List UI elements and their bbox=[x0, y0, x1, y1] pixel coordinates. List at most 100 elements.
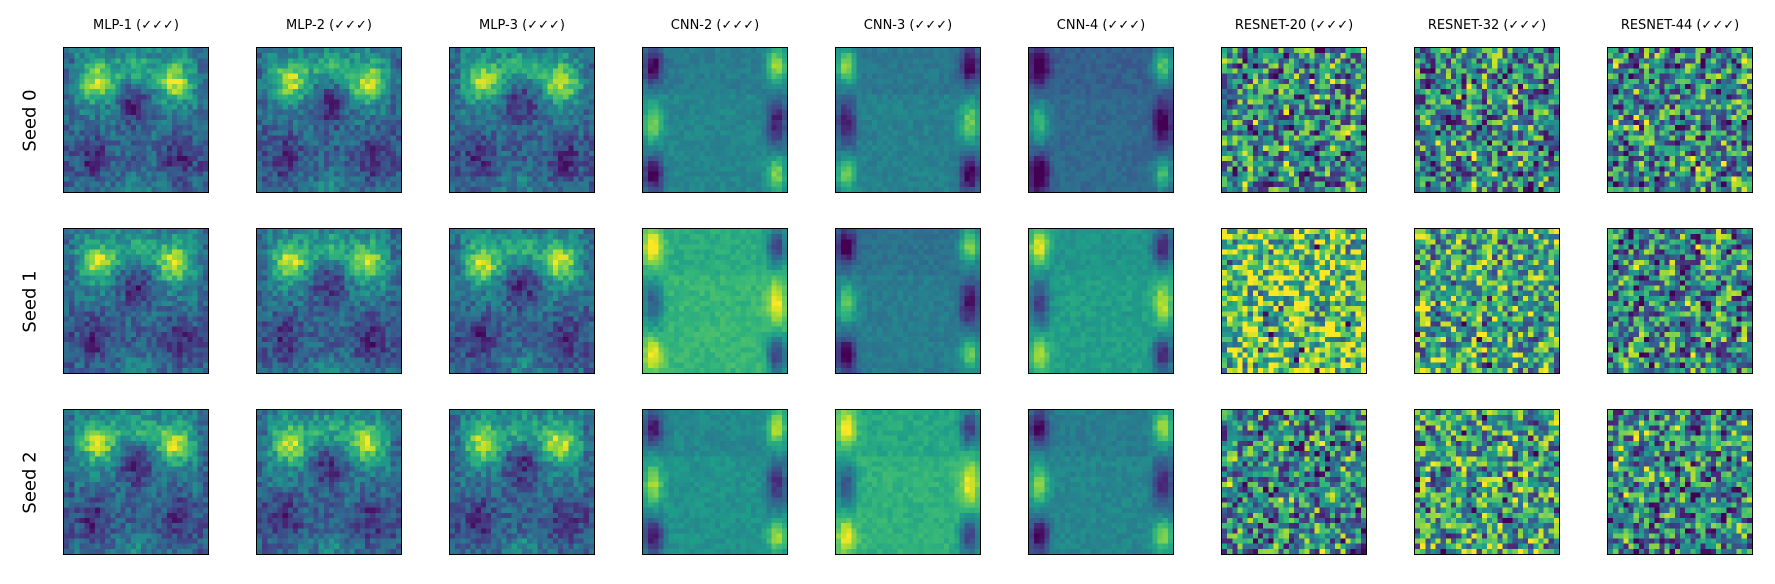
heatmap-cell bbox=[334, 150, 340, 157]
heatmap-cell bbox=[187, 145, 193, 151]
heatmap-cell bbox=[480, 58, 487, 64]
heatmap-cell bbox=[1162, 53, 1168, 59]
heatmap-cell bbox=[257, 48, 263, 54]
heatmap-cell bbox=[1106, 53, 1112, 59]
heatmap-cell bbox=[673, 125, 680, 131]
heatmap-cell bbox=[262, 104, 268, 110]
heatmap-cell bbox=[455, 63, 461, 69]
heatmap-cell bbox=[1044, 135, 1050, 141]
heatmap-cell bbox=[866, 140, 873, 146]
heatmap-cell bbox=[187, 78, 193, 85]
heatmap-cell bbox=[704, 130, 710, 136]
heatmap-cell bbox=[851, 58, 857, 64]
heatmap-cell bbox=[94, 78, 101, 85]
heatmap-cell bbox=[1309, 68, 1315, 74]
heatmap-cell bbox=[303, 104, 309, 110]
heatmap-cell bbox=[887, 186, 893, 192]
heatmap-cell bbox=[100, 68, 106, 74]
heatmap-cell bbox=[861, 48, 867, 54]
heatmap-cell bbox=[277, 89, 283, 95]
heatmap-cell bbox=[542, 171, 548, 177]
heatmap-cell bbox=[1044, 150, 1050, 157]
heatmap-cell bbox=[527, 53, 533, 59]
heatmap-cell bbox=[1131, 109, 1138, 115]
heatmap-cell bbox=[923, 166, 929, 172]
heatmap-cell bbox=[542, 53, 548, 59]
heatmap-cell bbox=[1157, 68, 1163, 74]
heatmap-cell bbox=[151, 150, 157, 157]
heatmap-cell bbox=[385, 89, 391, 95]
heatmap-cell bbox=[558, 166, 564, 172]
heatmap-cell bbox=[329, 114, 335, 121]
heatmap-cell bbox=[1167, 120, 1173, 126]
heatmap-cell bbox=[974, 156, 980, 162]
heatmap-cell bbox=[892, 114, 898, 121]
heatmap-cell bbox=[506, 150, 512, 157]
heatmap-cell bbox=[1273, 89, 1279, 95]
heatmap-cell bbox=[359, 176, 366, 182]
heatmap-cell bbox=[720, 84, 726, 90]
heatmap-cell bbox=[1085, 181, 1091, 187]
heatmap-cell bbox=[110, 73, 116, 79]
heatmap-cell bbox=[974, 68, 980, 74]
heatmap-cell bbox=[573, 89, 579, 95]
heatmap-cell bbox=[928, 63, 934, 69]
heatmap-cell bbox=[856, 104, 862, 110]
heatmap-cell bbox=[954, 135, 960, 141]
heatmap-cell bbox=[486, 53, 492, 59]
heatmap-cell bbox=[866, 161, 873, 167]
heatmap-cell bbox=[648, 78, 654, 85]
heatmap-cell bbox=[262, 125, 268, 131]
heatmap-cell bbox=[287, 53, 294, 59]
heatmap-cell bbox=[166, 130, 173, 136]
heatmap-cell bbox=[1054, 186, 1060, 192]
heatmap-cell bbox=[267, 171, 273, 177]
heatmap-cell bbox=[272, 181, 278, 187]
heatmap-cell bbox=[1034, 145, 1040, 151]
heatmap-cell bbox=[166, 120, 173, 126]
heatmap-cell bbox=[588, 171, 594, 177]
heatmap-cell bbox=[329, 120, 335, 126]
heatmap-cell bbox=[1101, 104, 1107, 110]
heatmap-cell bbox=[359, 89, 366, 95]
heatmap-cell bbox=[1319, 78, 1325, 85]
heatmap-cell bbox=[1029, 130, 1035, 136]
heatmap-cell bbox=[781, 156, 787, 162]
heatmap-cell bbox=[267, 58, 273, 64]
heatmap-cell bbox=[359, 125, 366, 131]
heatmap-cell bbox=[709, 135, 716, 141]
heatmap-cell bbox=[745, 68, 752, 74]
heatmap-cell bbox=[74, 109, 80, 115]
heatmap-cell bbox=[1167, 176, 1173, 182]
heatmap-cell bbox=[851, 161, 857, 167]
heatmap-cell bbox=[365, 109, 371, 115]
heatmap-cell bbox=[141, 166, 147, 172]
heatmap-cell bbox=[79, 94, 85, 100]
heatmap-cell bbox=[1111, 68, 1117, 74]
heatmap-cell bbox=[475, 104, 481, 110]
heatmap-cell bbox=[532, 186, 538, 192]
heatmap-cell bbox=[74, 186, 80, 192]
heatmap-cell bbox=[776, 120, 782, 126]
heatmap-cell bbox=[267, 140, 273, 146]
heatmap-cell bbox=[918, 186, 924, 192]
heatmap-cell bbox=[959, 58, 965, 64]
heatmap-cell bbox=[491, 130, 497, 136]
heatmap-cell bbox=[339, 58, 345, 64]
heatmap-cell bbox=[1131, 166, 1138, 172]
heatmap-cell bbox=[552, 161, 559, 167]
heatmap-cell bbox=[511, 104, 517, 110]
heatmap-cell bbox=[1075, 120, 1081, 126]
heatmap-cell bbox=[370, 161, 376, 167]
heatmap-cell bbox=[964, 166, 970, 172]
heatmap-cell bbox=[287, 84, 294, 90]
heatmap-cell bbox=[380, 161, 386, 167]
heatmap-cell bbox=[1350, 78, 1356, 85]
heatmap-cell bbox=[282, 186, 288, 192]
heatmap-cell bbox=[1090, 63, 1096, 69]
heatmap-cell bbox=[766, 53, 772, 59]
heatmap-cell bbox=[1137, 176, 1143, 182]
heatmap-cell bbox=[969, 125, 975, 131]
heatmap-cell bbox=[323, 125, 330, 131]
heatmap-cell bbox=[949, 109, 955, 115]
